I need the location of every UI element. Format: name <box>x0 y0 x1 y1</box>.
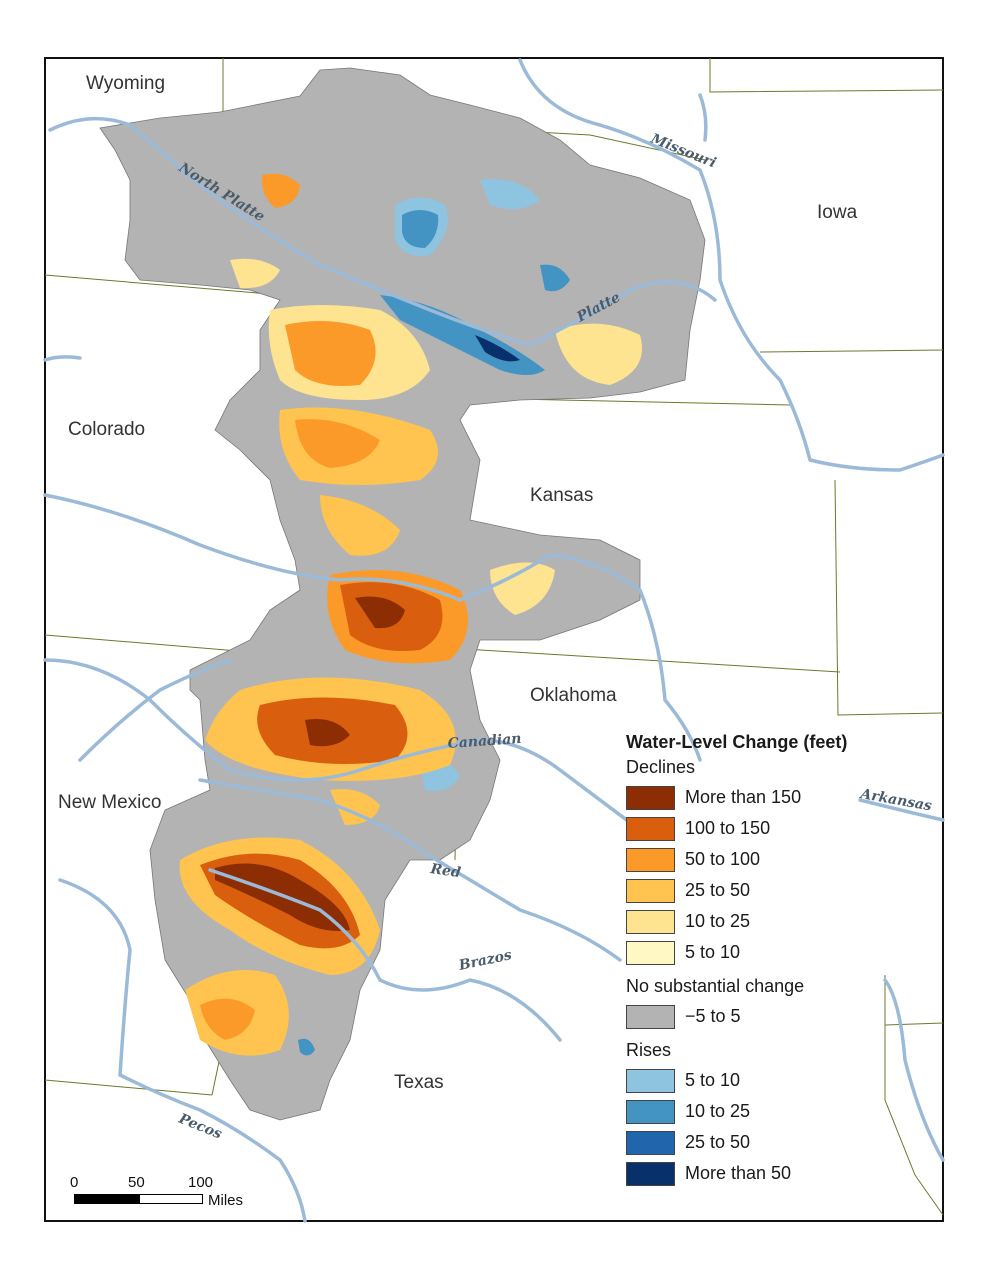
mo-east <box>834 479 944 716</box>
scale-tick-100: 100 <box>188 1174 214 1191</box>
state-label-iowa: Iowa <box>817 202 858 223</box>
river-label-red: Red <box>428 861 461 881</box>
legend-item: 25 to 50 <box>626 1127 876 1158</box>
state-label-new-mexico: New Mexico <box>58 792 162 813</box>
legend-title: Water-Level Change (feet) <box>626 732 848 752</box>
legend-swatch <box>626 940 675 965</box>
legend-item: −5 to 5 <box>626 1001 876 1032</box>
legend-swatch <box>626 1130 675 1155</box>
legend-swatch <box>626 1068 675 1093</box>
legend-item-label: 50 to 100 <box>685 849 761 869</box>
rise-zone-platte-core <box>475 335 520 362</box>
legend-swatch <box>626 1161 675 1186</box>
river-missouri-north <box>698 93 708 142</box>
legend-swatch <box>626 816 675 841</box>
scale-bar: 0 50 100 Miles <box>70 1174 270 1214</box>
rise-zone-ne-east <box>480 179 540 209</box>
legend-item-label: 10 to 25 <box>685 1101 751 1121</box>
legend-item: 5 to 10 <box>626 937 876 968</box>
legend-item: 100 to 150 <box>626 813 876 844</box>
legend-item: 10 to 25 <box>626 906 876 937</box>
scale-bar-white <box>139 1194 203 1204</box>
ar-north <box>884 1022 944 1026</box>
legend-item: 10 to 25 <box>626 1096 876 1127</box>
decline-zone-ne-south2 <box>230 258 280 289</box>
legend-item: 25 to 50 <box>626 875 876 906</box>
ar-border <box>884 975 944 1216</box>
decline-zone-ks-east <box>490 562 555 615</box>
decline-zone-tx-south-mid <box>200 998 255 1040</box>
rise-zone-nebraska-inner <box>402 210 439 248</box>
legend-item-label: 100 to 150 <box>685 818 771 838</box>
rise-zone-texas <box>298 1038 315 1056</box>
legend-swatch <box>626 847 675 872</box>
legend-rises-list: 5 to 10 10 to 25 25 to 50 More than 50 <box>626 1065 876 1189</box>
state-label-wyoming: Wyoming <box>86 73 166 94</box>
decline-zone-tx-panhandle-east <box>330 789 380 825</box>
scale-unit: Miles <box>208 1192 244 1209</box>
legend-item-label: 25 to 50 <box>685 1132 751 1152</box>
river-nm-west <box>58 878 132 1077</box>
scale-bar-black <box>74 1194 141 1204</box>
nm-tx-border <box>44 1079 213 1096</box>
legend-item: 50 to 100 <box>626 844 876 875</box>
decline-zone-ks-band <box>320 495 400 556</box>
decline-zone-ks-sw-core <box>355 596 405 629</box>
rise-zones <box>298 179 570 1056</box>
legend-item-label: −5 to 5 <box>685 1006 741 1026</box>
legend-item-label: 10 to 25 <box>685 911 751 931</box>
scale-tick-50: 50 <box>128 1174 145 1191</box>
legend-item-label: More than 50 <box>685 1163 792 1183</box>
legend-item: More than 50 <box>626 1158 876 1189</box>
decline-zone-ne-west <box>261 173 300 208</box>
legend-item-label: 25 to 50 <box>685 880 751 900</box>
river-missouri <box>518 58 945 472</box>
legend-item: 5 to 10 <box>626 1065 876 1096</box>
state-label-kansas: Kansas <box>530 485 594 506</box>
rivers <box>43 58 945 1223</box>
river-red <box>198 778 622 962</box>
legend-swatch <box>626 1004 675 1029</box>
legend-item: More than 150 <box>626 782 876 813</box>
legend-item-label: 5 to 10 <box>685 942 741 962</box>
river-north-platte <box>48 116 717 347</box>
scale-tick-0: 0 <box>70 1174 79 1191</box>
legend: Water-Level Change (feet) Declines More … <box>626 732 876 1189</box>
river-co-west <box>43 355 82 362</box>
river-label-canadian: Canadian <box>447 731 522 752</box>
river-pecos <box>118 1073 307 1223</box>
legend-swatch <box>626 1099 675 1124</box>
state-label-colorado: Colorado <box>68 419 146 440</box>
river-arkansas <box>43 493 702 762</box>
river-canadian <box>43 658 642 832</box>
river-ok-east <box>883 978 945 1162</box>
legend-declines-heading: Declines <box>626 757 696 777</box>
decline-zone-ok-core <box>305 719 350 747</box>
legend-declines-list: More than 150 100 to 150 50 to 100 25 to 50… <box>626 782 876 968</box>
state-label-texas: Texas <box>394 1072 444 1093</box>
legend-swatch <box>626 909 675 934</box>
decline-zone-ne-south <box>555 323 642 385</box>
legend-swatch <box>626 878 675 903</box>
legend-item-label: 5 to 10 <box>685 1070 741 1090</box>
legend-swatch <box>626 785 675 810</box>
river-brazos <box>208 868 562 1042</box>
river-nm-north <box>78 658 232 762</box>
state-label-oklahoma: Oklahoma <box>530 685 617 706</box>
decline-zone-ks-west-mid <box>295 419 380 468</box>
ia-mo-border <box>759 349 944 353</box>
legend-rises-heading: Rises <box>626 1040 672 1060</box>
rise-zone-east <box>540 264 570 292</box>
decline-zones <box>179 173 642 1056</box>
legend-item-label: More than 150 <box>685 787 802 807</box>
legend-no-change-heading: No substantial change <box>626 976 805 996</box>
sd-mn-border <box>709 58 944 93</box>
decline-zone-ne-co-mid <box>285 321 376 386</box>
river-arkansas-east <box>858 798 945 822</box>
